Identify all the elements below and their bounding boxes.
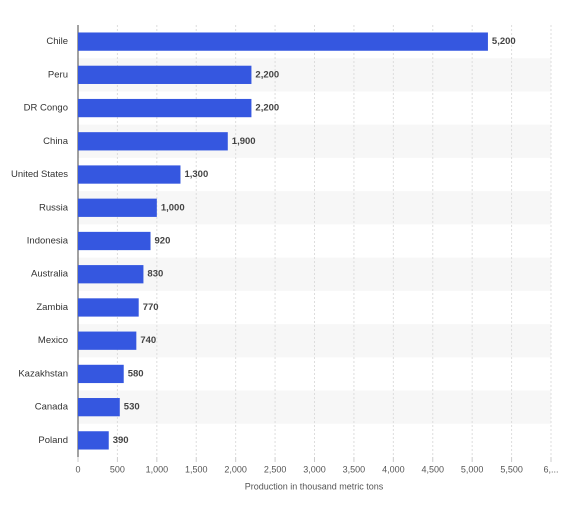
y-tick-label: Chile: [46, 36, 68, 47]
y-tick-label: Mexico: [38, 335, 68, 346]
bar: [78, 331, 137, 350]
value-label: 740: [140, 335, 156, 346]
value-label: 830: [147, 269, 163, 280]
y-tick-label: China: [43, 136, 69, 147]
bar: [78, 32, 488, 51]
value-label: 2,200: [255, 103, 279, 114]
x-tick-label: 6,...: [543, 464, 558, 474]
value-label: 2,200: [255, 69, 279, 80]
y-tick-label: DR Congo: [24, 103, 68, 114]
x-tick-label: 1,000: [146, 464, 169, 474]
bar: [78, 98, 252, 118]
bar: [78, 431, 109, 450]
x-tick-label: 2,500: [264, 464, 287, 474]
value-label: 390: [113, 435, 129, 446]
y-tick-label: Zambia: [36, 302, 68, 313]
x-tick-label: 3,500: [343, 464, 366, 474]
x-tick-label: 3,000: [303, 464, 326, 474]
value-label: 770: [143, 302, 159, 313]
bar: [78, 65, 252, 84]
x-tick-label: 2,000: [224, 464, 247, 474]
value-label: 5,200: [492, 36, 516, 47]
x-tick-label: 1,500: [185, 464, 208, 474]
y-tick-label: Canada: [35, 402, 69, 413]
value-label: 530: [124, 402, 140, 413]
bar: [78, 298, 139, 317]
x-tick-label: 0: [75, 464, 80, 474]
bar: [78, 198, 157, 217]
value-label: 920: [155, 236, 171, 247]
x-tick-label: 5,500: [500, 464, 523, 474]
bar: [78, 398, 120, 417]
y-tick-label: Peru: [48, 69, 68, 80]
value-label: 1,900: [232, 136, 256, 147]
bar: [78, 364, 124, 384]
x-tick-label: 4,500: [421, 464, 444, 474]
x-tick-label: 5,000: [461, 464, 484, 474]
x-tick-label: 4,000: [382, 464, 405, 474]
y-tick-label: United States: [11, 169, 68, 180]
value-label: 1,300: [184, 169, 208, 180]
y-tick-label: Indonesia: [27, 236, 69, 247]
value-label: 1,000: [161, 202, 185, 213]
x-axis-label: Production in thousand metric tons: [245, 481, 384, 491]
y-tick-label: Kazakhstan: [18, 368, 68, 379]
y-tick-label: Australia: [31, 269, 69, 280]
bar: [78, 132, 228, 151]
x-tick-label: 500: [110, 464, 125, 474]
y-tick-label: Russia: [39, 202, 69, 213]
y-tick-label: Poland: [38, 435, 68, 446]
bar: [78, 165, 181, 184]
value-label: 580: [128, 368, 144, 379]
bar: [78, 231, 151, 251]
bar: [78, 265, 144, 284]
